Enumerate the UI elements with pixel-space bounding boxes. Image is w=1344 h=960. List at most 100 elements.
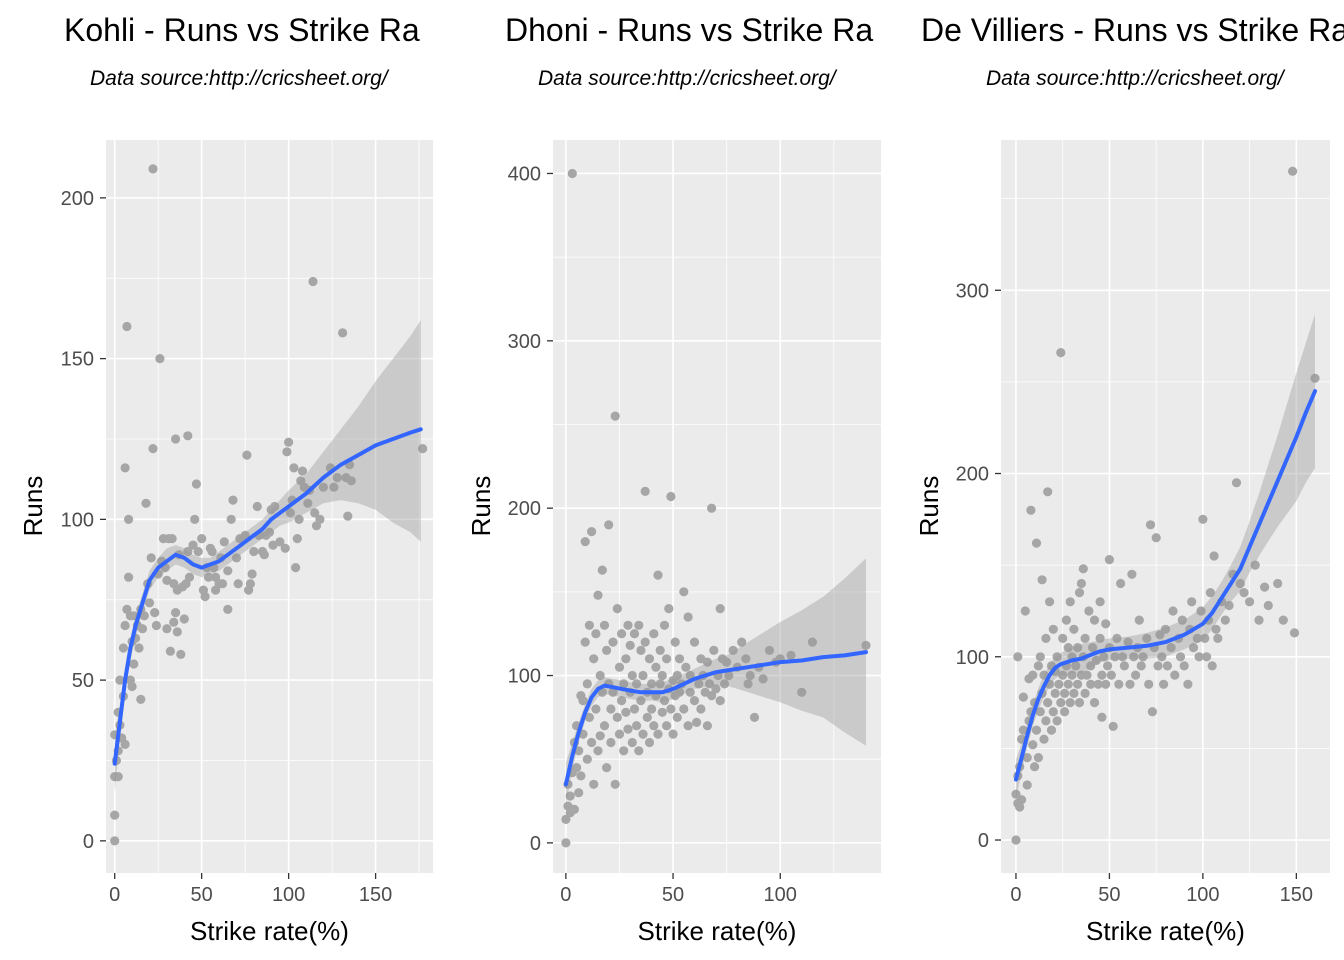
devilliers-data-point bbox=[1063, 643, 1073, 653]
kohli-data-point bbox=[282, 447, 292, 457]
devilliers-data-point bbox=[1074, 588, 1085, 598]
kohli-data-point bbox=[190, 514, 200, 525]
dhoni-data-point bbox=[745, 670, 755, 681]
dhoni-data-point bbox=[758, 674, 768, 684]
devilliers-data-point bbox=[1031, 538, 1042, 548]
kohli-chart-title: Kohli - Runs vs Strike Ra bbox=[64, 12, 420, 48]
devilliers-data-point bbox=[1039, 734, 1049, 744]
dhoni-data-point bbox=[683, 612, 693, 622]
devilliers-data-point bbox=[1033, 753, 1043, 763]
devilliers-data-point bbox=[1145, 520, 1156, 530]
dhoni-data-point bbox=[587, 527, 597, 537]
kohli-data-point bbox=[137, 624, 148, 634]
dhoni-x-tick-label: 100 bbox=[764, 884, 797, 906]
devilliers-data-point bbox=[1078, 564, 1088, 574]
devilliers-data-point bbox=[1136, 661, 1146, 671]
dhoni-data-point bbox=[692, 717, 702, 728]
kohli-data-point bbox=[264, 527, 275, 537]
devilliers-data-point bbox=[1131, 670, 1141, 680]
dhoni-data-point bbox=[694, 679, 704, 689]
kohli-data-point bbox=[141, 498, 151, 508]
kohli-data-point bbox=[129, 659, 139, 669]
dhoni-data-point bbox=[561, 838, 571, 848]
dhoni-data-point bbox=[653, 729, 663, 739]
dhoni-data-point bbox=[614, 729, 625, 739]
dhoni-panel: Dhoni - Runs vs Strike Ra Data source:ht… bbox=[466, 12, 881, 946]
dhoni-data-point bbox=[606, 737, 616, 748]
devilliers-data-point bbox=[1041, 633, 1051, 644]
devilliers-data-point bbox=[1089, 698, 1100, 708]
kohli-x-axis-title: Strike rate(%) bbox=[190, 916, 349, 946]
kohli-y-axis-title: Runs bbox=[18, 476, 48, 537]
kohli-data-point bbox=[303, 498, 313, 508]
dhoni-data-point bbox=[797, 687, 807, 697]
devilliers-data-point bbox=[1033, 661, 1043, 671]
devilliers-data-point bbox=[1065, 597, 1075, 607]
dhoni-data-point bbox=[649, 629, 659, 639]
devilliers-data-point bbox=[1050, 688, 1060, 699]
dhoni-data-point bbox=[606, 704, 616, 714]
devilliers-data-point bbox=[1060, 707, 1070, 717]
kohli-data-point bbox=[252, 501, 262, 512]
devilliers-data-point bbox=[1015, 802, 1025, 812]
kohli-data-point bbox=[291, 563, 301, 573]
kohli-data-point bbox=[165, 646, 175, 656]
dhoni-data-point bbox=[636, 696, 646, 706]
kohli-y-tick-label: 0 bbox=[83, 831, 94, 853]
kohli-data-point bbox=[136, 694, 146, 705]
dhoni-data-point bbox=[593, 746, 603, 756]
dhoni-data-point bbox=[625, 640, 635, 651]
kohli-data-point bbox=[139, 611, 149, 621]
devilliers-data-point bbox=[1183, 679, 1193, 689]
devilliers-data-point bbox=[1179, 661, 1189, 671]
devilliers-data-point bbox=[1022, 780, 1032, 790]
dhoni-data-point bbox=[679, 587, 689, 597]
dhoni-data-point bbox=[602, 763, 612, 773]
dhoni-data-point bbox=[651, 662, 661, 672]
dhoni-data-point bbox=[672, 712, 682, 723]
kohli-data-point bbox=[318, 482, 328, 492]
dhoni-data-point bbox=[602, 645, 612, 656]
devilliers-data-point bbox=[1069, 688, 1079, 699]
dhoni-data-point bbox=[722, 657, 732, 667]
kohli-data-point bbox=[150, 608, 160, 618]
kohli-panel: Kohli - Runs vs Strike Ra Data source:ht… bbox=[18, 12, 433, 946]
devilliers-y-axis-title: Runs bbox=[914, 476, 944, 537]
devilliers-data-point bbox=[1205, 588, 1215, 598]
kohli-x-tick-label: 50 bbox=[191, 884, 213, 906]
dhoni-data-point bbox=[582, 754, 592, 764]
kohli-data-point bbox=[188, 540, 198, 550]
devilliers-data-point bbox=[1207, 661, 1217, 671]
devilliers-data-point bbox=[1110, 652, 1120, 662]
devilliers-data-point bbox=[1112, 633, 1122, 644]
kohli-data-point bbox=[343, 511, 353, 521]
dhoni-data-point bbox=[599, 620, 610, 630]
dhoni-chart-title: Dhoni - Runs vs Strike Ra bbox=[505, 12, 873, 48]
dhoni-data-point bbox=[591, 629, 601, 639]
kohli-data-point bbox=[275, 537, 285, 547]
devilliers-data-point bbox=[1273, 578, 1283, 589]
dhoni-data-point bbox=[683, 721, 693, 731]
devilliers-data-point bbox=[1095, 597, 1105, 607]
kohli-data-point bbox=[193, 546, 203, 557]
devilliers-x-axis-title: Strike rate(%) bbox=[1086, 916, 1245, 946]
kohli-data-point bbox=[148, 164, 158, 174]
devilliers-data-point bbox=[1091, 655, 1101, 666]
devilliers-x-tick-label: 50 bbox=[1098, 884, 1120, 906]
devilliers-data-point bbox=[1043, 698, 1053, 708]
devilliers-confidence-ribbon bbox=[1016, 314, 1315, 800]
kohli-data-point bbox=[285, 508, 295, 518]
kohli-data-point bbox=[162, 624, 172, 634]
kohli-data-point bbox=[120, 739, 130, 750]
dhoni-confidence-ribbon bbox=[565, 558, 866, 807]
devilliers-data-point bbox=[1074, 698, 1085, 708]
dhoni-data-point bbox=[565, 791, 575, 801]
kohli-data-point bbox=[245, 579, 255, 589]
dhoni-y-tick-label: 300 bbox=[508, 331, 541, 353]
kohli-data-point bbox=[204, 572, 214, 582]
devilliers-data-point bbox=[1151, 533, 1161, 543]
devilliers-data-point bbox=[1060, 688, 1070, 699]
kohli-data-point bbox=[294, 514, 304, 525]
devilliers-data-point bbox=[1196, 606, 1206, 616]
